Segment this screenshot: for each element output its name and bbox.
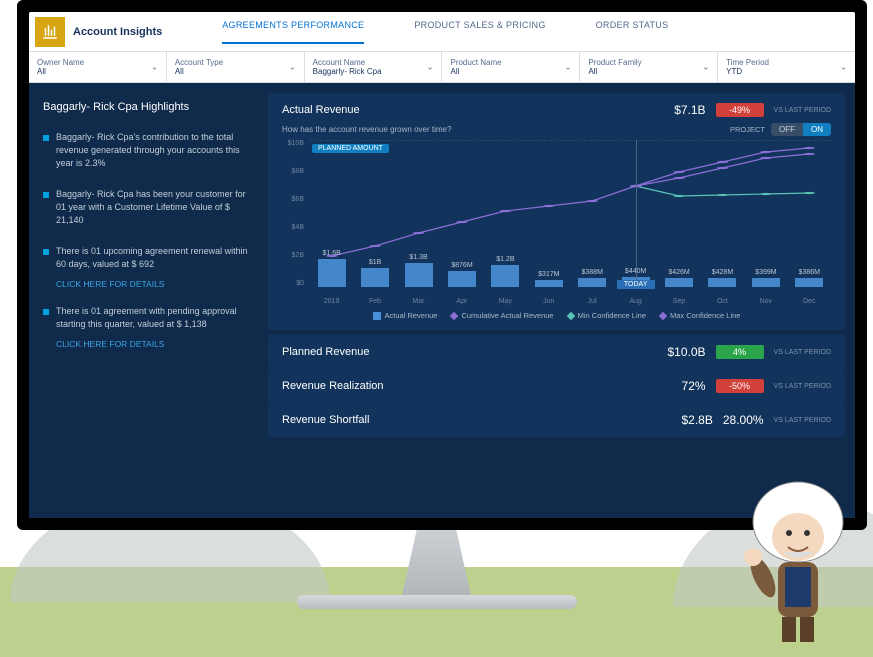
- insight-item: Baggarly- Rick Cpa's contribution to the…: [43, 131, 250, 170]
- actual-revenue-panel: Actual Revenue $7.1B -49% VS LAST PERIOD…: [268, 93, 845, 330]
- filter-owner-name[interactable]: Owner NameAll⌄: [29, 52, 167, 82]
- filter-account-type[interactable]: Account TypeAll⌄: [167, 52, 305, 82]
- bar: $1.6B: [318, 259, 346, 287]
- vs-label: VS LAST PERIOD: [774, 383, 831, 390]
- metric-pct: 28.00%: [723, 413, 764, 427]
- tab-bar: AGREEMENTS PERFORMANCE PRODUCT SALES & PR…: [222, 20, 668, 44]
- metric-row[interactable]: Planned Revenue $10.0B 4% VS LAST PERIOD: [268, 335, 845, 369]
- legend-item: Min Confidence Line: [568, 311, 646, 320]
- chevron-down-icon: ⌄: [565, 63, 572, 72]
- tab-1[interactable]: PRODUCT SALES & PRICING: [414, 20, 545, 44]
- chevron-down-icon: ⌄: [289, 63, 296, 72]
- bar: $388M: [578, 278, 606, 287]
- bullet-icon: [43, 309, 49, 315]
- metric-value: 72%: [682, 379, 706, 393]
- chevron-down-icon: ⌄: [702, 63, 709, 72]
- bullet-icon: [43, 135, 49, 141]
- legend-item: Max Confidence Line: [660, 311, 740, 320]
- bar: $399M: [752, 278, 780, 287]
- project-label: PROJECT: [730, 125, 765, 134]
- bar: $317M: [535, 280, 563, 287]
- filter-product-name[interactable]: Product NameAll⌄: [442, 52, 580, 82]
- insights-sidebar: Baggarly- Rick Cpa Highlights Baggarly- …: [29, 83, 264, 518]
- legend-item: Cumulative Actual Revenue: [451, 311, 553, 320]
- app-title: Account Insights: [73, 26, 162, 38]
- bar: $876M: [448, 271, 476, 287]
- vs-label: VS LAST PERIOD: [774, 349, 831, 356]
- chart-legend: Actual Revenue Cumulative Actual Revenue M…: [282, 311, 831, 320]
- monitor-base: [297, 595, 577, 609]
- insight-details-link[interactable]: CLICK HERE FOR DETAILS: [56, 339, 250, 349]
- bar: $1B: [361, 268, 389, 287]
- bar: $426M: [665, 278, 693, 287]
- bar: $1.3B: [405, 263, 433, 287]
- bullet-icon: [43, 249, 49, 255]
- panel-title: Actual Revenue: [282, 104, 360, 116]
- chart-subtitle: How has the account revenue grown over t…: [282, 125, 451, 134]
- chevron-down-icon: ⌄: [427, 63, 434, 72]
- chevron-down-icon: ⌄: [151, 63, 158, 72]
- filter-account-name[interactable]: Account NameBaggarly- Rick Cpa⌄: [305, 52, 443, 82]
- metric-delta-badge: 4%: [716, 345, 764, 359]
- filter-bar: Owner NameAll⌄Account TypeAll⌄Account Na…: [29, 52, 855, 83]
- bullet-icon: [43, 192, 49, 198]
- screen: Account Insights AGREEMENTS PERFORMANCE P…: [29, 12, 855, 518]
- actual-revenue-delta-badge: -49%: [716, 103, 764, 117]
- project-toggle[interactable]: OFF ON: [771, 123, 831, 136]
- insight-details-link[interactable]: CLICK HERE FOR DETAILS: [56, 279, 250, 289]
- vs-label: VS LAST PERIOD: [774, 107, 831, 114]
- insight-item: There is 01 upcoming agreement renewal w…: [43, 245, 250, 271]
- dashboard-body: Baggarly- Rick Cpa Highlights Baggarly- …: [29, 83, 855, 518]
- metric-title: Revenue Realization: [282, 380, 384, 392]
- highlights-title: Baggarly- Rick Cpa Highlights: [43, 101, 250, 113]
- monitor-frame: Account Insights AGREEMENTS PERFORMANCE P…: [17, 0, 867, 530]
- bar: $386M: [795, 278, 823, 287]
- metric-value: $10.0B: [668, 345, 706, 359]
- vs-label: VS LAST PERIOD: [774, 417, 831, 424]
- today-marker: TODAY: [617, 280, 655, 289]
- metric-row[interactable]: Revenue Realization 72% -50% VS LAST PERIOD: [268, 369, 845, 403]
- bar: $428M: [708, 278, 736, 287]
- revenue-chart: $10B$8B$6B$4B$2B$0 PLANNED AMOUNT $1.6B $…: [282, 140, 831, 305]
- top-bar: Account Insights AGREEMENTS PERFORMANCE P…: [29, 12, 855, 52]
- einstein-mascot-icon: [733, 467, 863, 647]
- insight-item: Baggarly- Rick Cpa has been your custome…: [43, 188, 250, 227]
- chart-plot-area: PLANNED AMOUNT $1.6B $1B $1.3B $876M $1.2B $3…: [310, 140, 831, 287]
- main-column: Actual Revenue $7.1B -49% VS LAST PERIOD…: [264, 83, 855, 518]
- planned-amount-tag: PLANNED AMOUNT: [312, 144, 389, 153]
- bar: $1.2B: [491, 265, 519, 287]
- legend-item: Actual Revenue: [373, 311, 438, 320]
- metric-title: Planned Revenue: [282, 346, 369, 358]
- chart-y-axis: $10B$8B$6B$4B$2B$0: [282, 140, 308, 287]
- app-logo-icon: [35, 17, 65, 47]
- tab-0[interactable]: AGREEMENTS PERFORMANCE: [222, 20, 364, 44]
- filter-product-family[interactable]: Product FamilyAll⌄: [580, 52, 718, 82]
- insight-item: There is 01 agreement with pending appro…: [43, 305, 250, 331]
- today-vertical-line: [636, 140, 637, 287]
- tab-2[interactable]: ORDER STATUS: [596, 20, 669, 44]
- metric-row[interactable]: Revenue Shortfall $2.8B 28.00% VS LAST PERI…: [268, 403, 845, 437]
- actual-revenue-value: $7.1B: [674, 103, 705, 117]
- chart-x-axis: 2019FebMarAprMayJunJulAugSepOctNovDec: [310, 298, 831, 305]
- metric-value: $2.8B: [681, 413, 712, 427]
- filter-time-period[interactable]: Time PeriodYTD⌄: [718, 52, 855, 82]
- metric-title: Revenue Shortfall: [282, 414, 369, 426]
- metric-delta-badge: -50%: [716, 379, 764, 393]
- chevron-down-icon: ⌄: [840, 63, 847, 72]
